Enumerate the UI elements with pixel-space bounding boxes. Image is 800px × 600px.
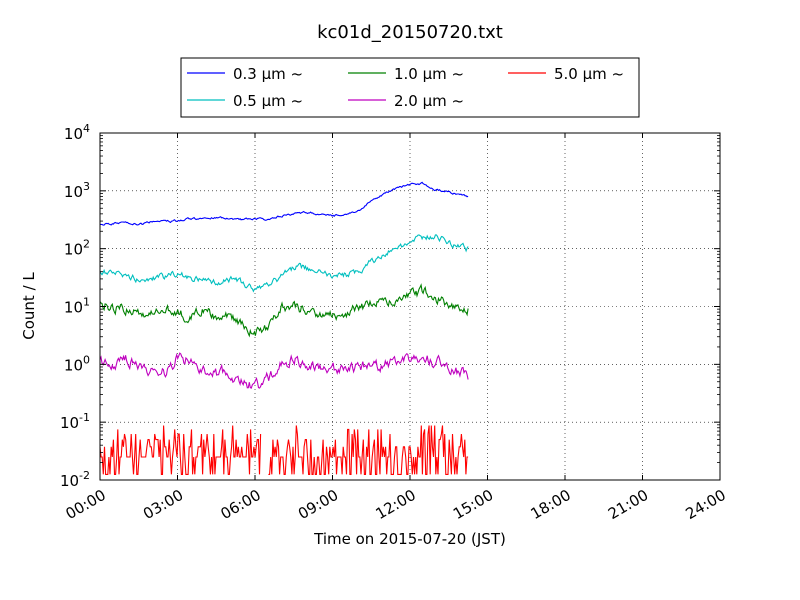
series-5-line	[99, 425, 262, 475]
legend-label: 0.3 μm ~	[233, 65, 303, 83]
series-lines	[99, 181, 469, 475]
legend: 0.3 μm ~ 1.0 μm ~ 5.0 μm ~ 0.5 μm ~ 2.0 μm ~	[180, 57, 640, 118]
y-tick-label: 102	[64, 238, 90, 259]
series-1-line	[99, 181, 469, 226]
y-axis-label: Count / L	[20, 272, 38, 340]
grid-lines	[100, 133, 720, 480]
y-tick-label: 10-1	[60, 411, 90, 432]
x-tick-label: 15:00	[450, 486, 496, 523]
x-tick-label: 06:00	[217, 486, 263, 523]
x-tick-label: 18:00	[527, 486, 573, 523]
legend-label: 0.5 μm ~	[233, 92, 303, 110]
legend-label: 2.0 μm ~	[394, 92, 464, 110]
x-tick-label: 24:00	[682, 486, 728, 523]
chart-title: kc01d_20150720.txt	[317, 22, 503, 43]
x-axis-label: Time on 2015-07-20 (JST)	[313, 530, 506, 548]
x-tick-label: 21:00	[605, 486, 651, 523]
y-tick-label: 100	[64, 353, 90, 374]
series-5-line	[268, 425, 469, 475]
y-tick-label: 104	[64, 122, 90, 143]
x-tick-label: 12:00	[372, 486, 418, 523]
y-tick-label: 10-2	[60, 469, 90, 490]
legend-label: 1.0 μm ~	[394, 65, 464, 83]
series-3-line	[99, 283, 469, 338]
x-tick-label: 03:00	[140, 486, 186, 523]
x-tick-label: 09:00	[295, 486, 341, 523]
series-4-line	[99, 352, 469, 389]
y-tick-label: 103	[64, 180, 90, 201]
y-tick-label: 101	[64, 296, 90, 317]
series-2-line	[99, 234, 469, 293]
legend-label: 5.0 μm ~	[554, 65, 624, 83]
x-tick-label: 00:00	[62, 486, 108, 523]
legend-box	[180, 57, 640, 118]
